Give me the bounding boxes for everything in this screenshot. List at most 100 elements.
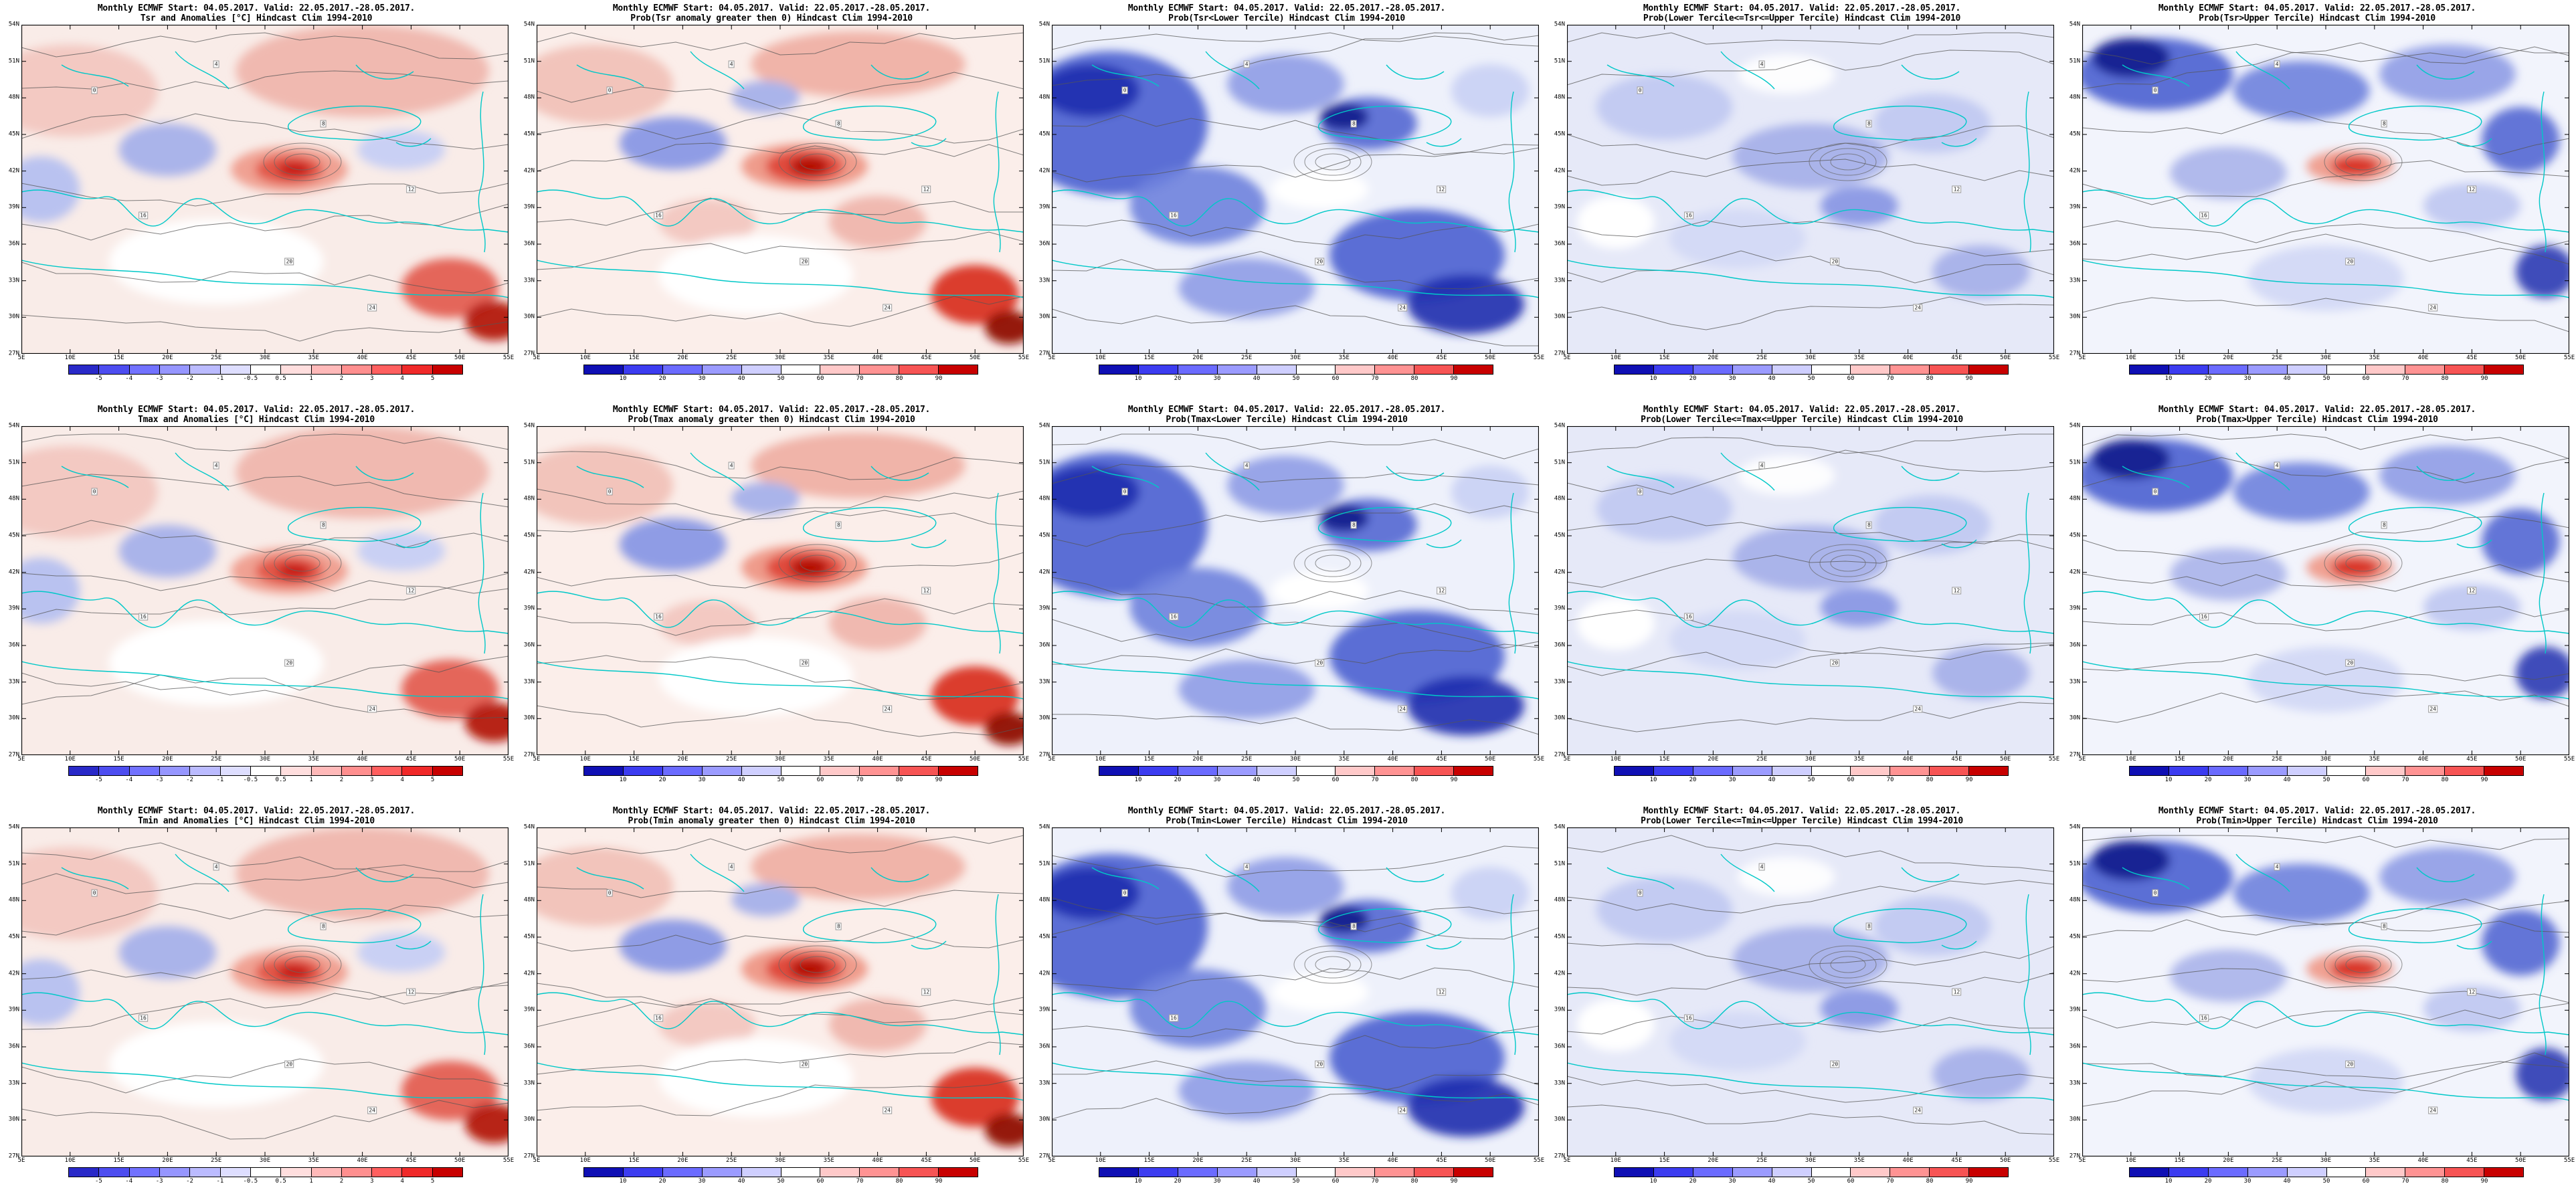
lon-label: 25E <box>1756 756 1768 763</box>
colorbar-segment <box>2130 365 2169 374</box>
colorbar-segment <box>1772 1168 1812 1177</box>
map-row: 54N 51N 48N 45N 42N 39N 36N 33N 30N 27N 0 4 8 12 16 20 2… <box>519 423 1024 758</box>
contour-value-label: 4 <box>2274 60 2280 68</box>
colorbar-segment <box>250 365 282 374</box>
colorbar-segment <box>584 365 624 374</box>
colorbar-tick-label: 5 <box>430 375 435 382</box>
colorbar-tick-label: 70 <box>856 777 864 783</box>
colorbar-tick-label: 60 <box>1847 1178 1855 1185</box>
latitude-axis: 54N 51N 48N 45N 42N 39N 36N 33N 30N 27N <box>519 824 537 1159</box>
lat-label: 36N <box>2069 240 2080 247</box>
lat-label: 33N <box>8 1080 19 1087</box>
colorbar-tick-label: 20 <box>658 375 666 382</box>
colorbar-segment <box>2326 365 2367 374</box>
contour-value-label: 8 <box>835 521 842 529</box>
panel-title-line1: Monthly ECMWF Start: 04.05.2017. Valid: … <box>2158 806 2476 816</box>
lat-label: 48N <box>1038 94 1050 101</box>
lon-label: 55E <box>502 756 515 763</box>
longitude-axis: 5E 10E 15E 20E 25E 30E 35E 40E 45E 50E 55E <box>533 1157 1030 1165</box>
frame-ticks <box>1052 426 1539 755</box>
latitude-axis: 54N 51N 48N 45N 42N 39N 36N 33N 30N 27N <box>1034 21 1052 357</box>
panel-title-line1: Monthly ECMWF Start: 04.05.2017. Valid: … <box>97 405 416 415</box>
lon-label: 55E <box>1018 355 1030 361</box>
contour-value-label: 8 <box>1350 521 1357 529</box>
coastlines <box>21 51 509 298</box>
lon-label: 50E <box>1485 756 1496 763</box>
colorbar-tick-label: 90 <box>935 777 943 783</box>
colorbar-tick-label: 20 <box>1174 375 1182 382</box>
lat-label: 30N <box>1554 313 1565 320</box>
lon-label: 55E <box>2048 756 2060 763</box>
latitude-axis: 54N 51N 48N 45N 42N 39N 36N 33N 30N 27N <box>1034 423 1052 758</box>
colorbar-segment <box>129 365 160 374</box>
colorbar-tick-label: 5 <box>430 777 435 783</box>
lon-label: 20E <box>677 355 688 361</box>
colorbar-tick-label: 50 <box>2322 1178 2330 1185</box>
shading-blobs <box>1576 857 2030 1101</box>
frame-ticks <box>1052 25 1539 354</box>
contour-value-label: 8 <box>320 120 327 128</box>
lon-label: 15E <box>2174 355 2185 361</box>
forecast-map-panel: Monthly ECMWF Start: 04.05.2017. Valid: … <box>2061 0 2576 401</box>
latitude-axis: 54N 51N 48N 45N 42N 39N 36N 33N 30N 27N <box>1550 21 1567 357</box>
colorbar-tick-label: 3 <box>370 1178 374 1185</box>
lat-label: 33N <box>1554 678 1565 686</box>
colorbar-tick-label: 60 <box>816 1178 824 1185</box>
lon-label: 50E <box>2515 756 2526 763</box>
colorbar-tick-label: 80 <box>1926 375 1934 382</box>
colorbar-segment <box>820 767 860 775</box>
lon-label: 30E <box>1289 355 1301 361</box>
colorbar-segment <box>1969 1168 2009 1177</box>
colorbar-tick-label: 40 <box>1768 375 1776 382</box>
lon-label: 55E <box>2563 355 2575 361</box>
coastlines <box>537 51 1024 298</box>
contour-value-label: 16 <box>1684 211 1693 219</box>
lon-label: 5E <box>533 1157 541 1164</box>
colorbar-tick-label: 70 <box>2401 1178 2409 1185</box>
colorbar-segment <box>1414 1168 1455 1177</box>
colorbar-segment <box>1693 365 1733 374</box>
lat-label: 33N <box>1038 678 1050 686</box>
colorbar-tick-label: 60 <box>2362 1178 2370 1185</box>
lon-label: 15E <box>113 355 124 361</box>
lon-label: 40E <box>1387 355 1398 361</box>
lon-label: 40E <box>1902 355 1914 361</box>
lat-label: 54N <box>1554 21 1565 28</box>
lat-label: 54N <box>8 422 19 429</box>
colorbar-tick-label: 50 <box>2322 375 2330 382</box>
contour-value-label: 16 <box>139 1014 148 1022</box>
colorbar-segment <box>281 767 312 775</box>
colorbar-tick-label: 30 <box>1213 1178 1221 1185</box>
lon-label: 25E <box>1756 355 1768 361</box>
colorbar-segment <box>1653 767 1693 775</box>
lon-label: 30E <box>1289 1157 1301 1164</box>
contour-value-label: 12 <box>2467 185 2477 193</box>
contour-value-label: 24 <box>1913 304 1922 312</box>
contour-value-label: 16 <box>1169 613 1178 621</box>
lon-label: 35E <box>823 1157 834 1164</box>
colorbar-tick-label: 3 <box>370 375 374 382</box>
colorbar-segment <box>2405 365 2446 374</box>
map-row: 54N 51N 48N 45N 42N 39N 36N 33N 30N 27N 0 4 8 12 16 20 2… <box>4 823 509 1159</box>
colorbar-tick-label: 50 <box>2322 777 2330 783</box>
colorbar-tick-label: 80 <box>1410 777 1418 783</box>
map-area: 0 4 8 12 16 20 24 <box>537 827 1024 1157</box>
longitude-axis: 5E 10E 15E 20E 25E 30E 35E 40E 45E 50E 55E <box>1564 1157 2060 1165</box>
shading-blobs <box>537 31 1024 344</box>
panel-title-line2: Prob(Tmax>Upper Tercile) Hindcast Clim 1… <box>2196 415 2438 425</box>
lon-label: 20E <box>1708 1157 1719 1164</box>
colorbar-segment <box>662 1168 703 1177</box>
colorbar-tick-label: 90 <box>1450 777 1458 783</box>
lat-label: 54N <box>8 823 19 831</box>
map-area: 0 4 8 12 16 20 24 <box>21 426 509 755</box>
contour-value-label: 8 <box>1865 521 1872 529</box>
colorbar-tick-label: -3 <box>155 375 163 382</box>
contour-value-label: 8 <box>2381 521 2387 529</box>
lon-label: 15E <box>1143 1157 1155 1164</box>
colorbar: 10 20 30 40 50 60 70 80 90 <box>583 1167 978 1185</box>
latitude-axis: 54N 51N 48N 45N 42N 39N 36N 33N 30N 27N <box>4 823 21 1159</box>
colorbar-segment <box>2326 1168 2367 1177</box>
lat-label: 27N <box>1038 751 1050 759</box>
contour-value-label: 24 <box>1913 1106 1922 1114</box>
contour-lines <box>21 842 509 1140</box>
